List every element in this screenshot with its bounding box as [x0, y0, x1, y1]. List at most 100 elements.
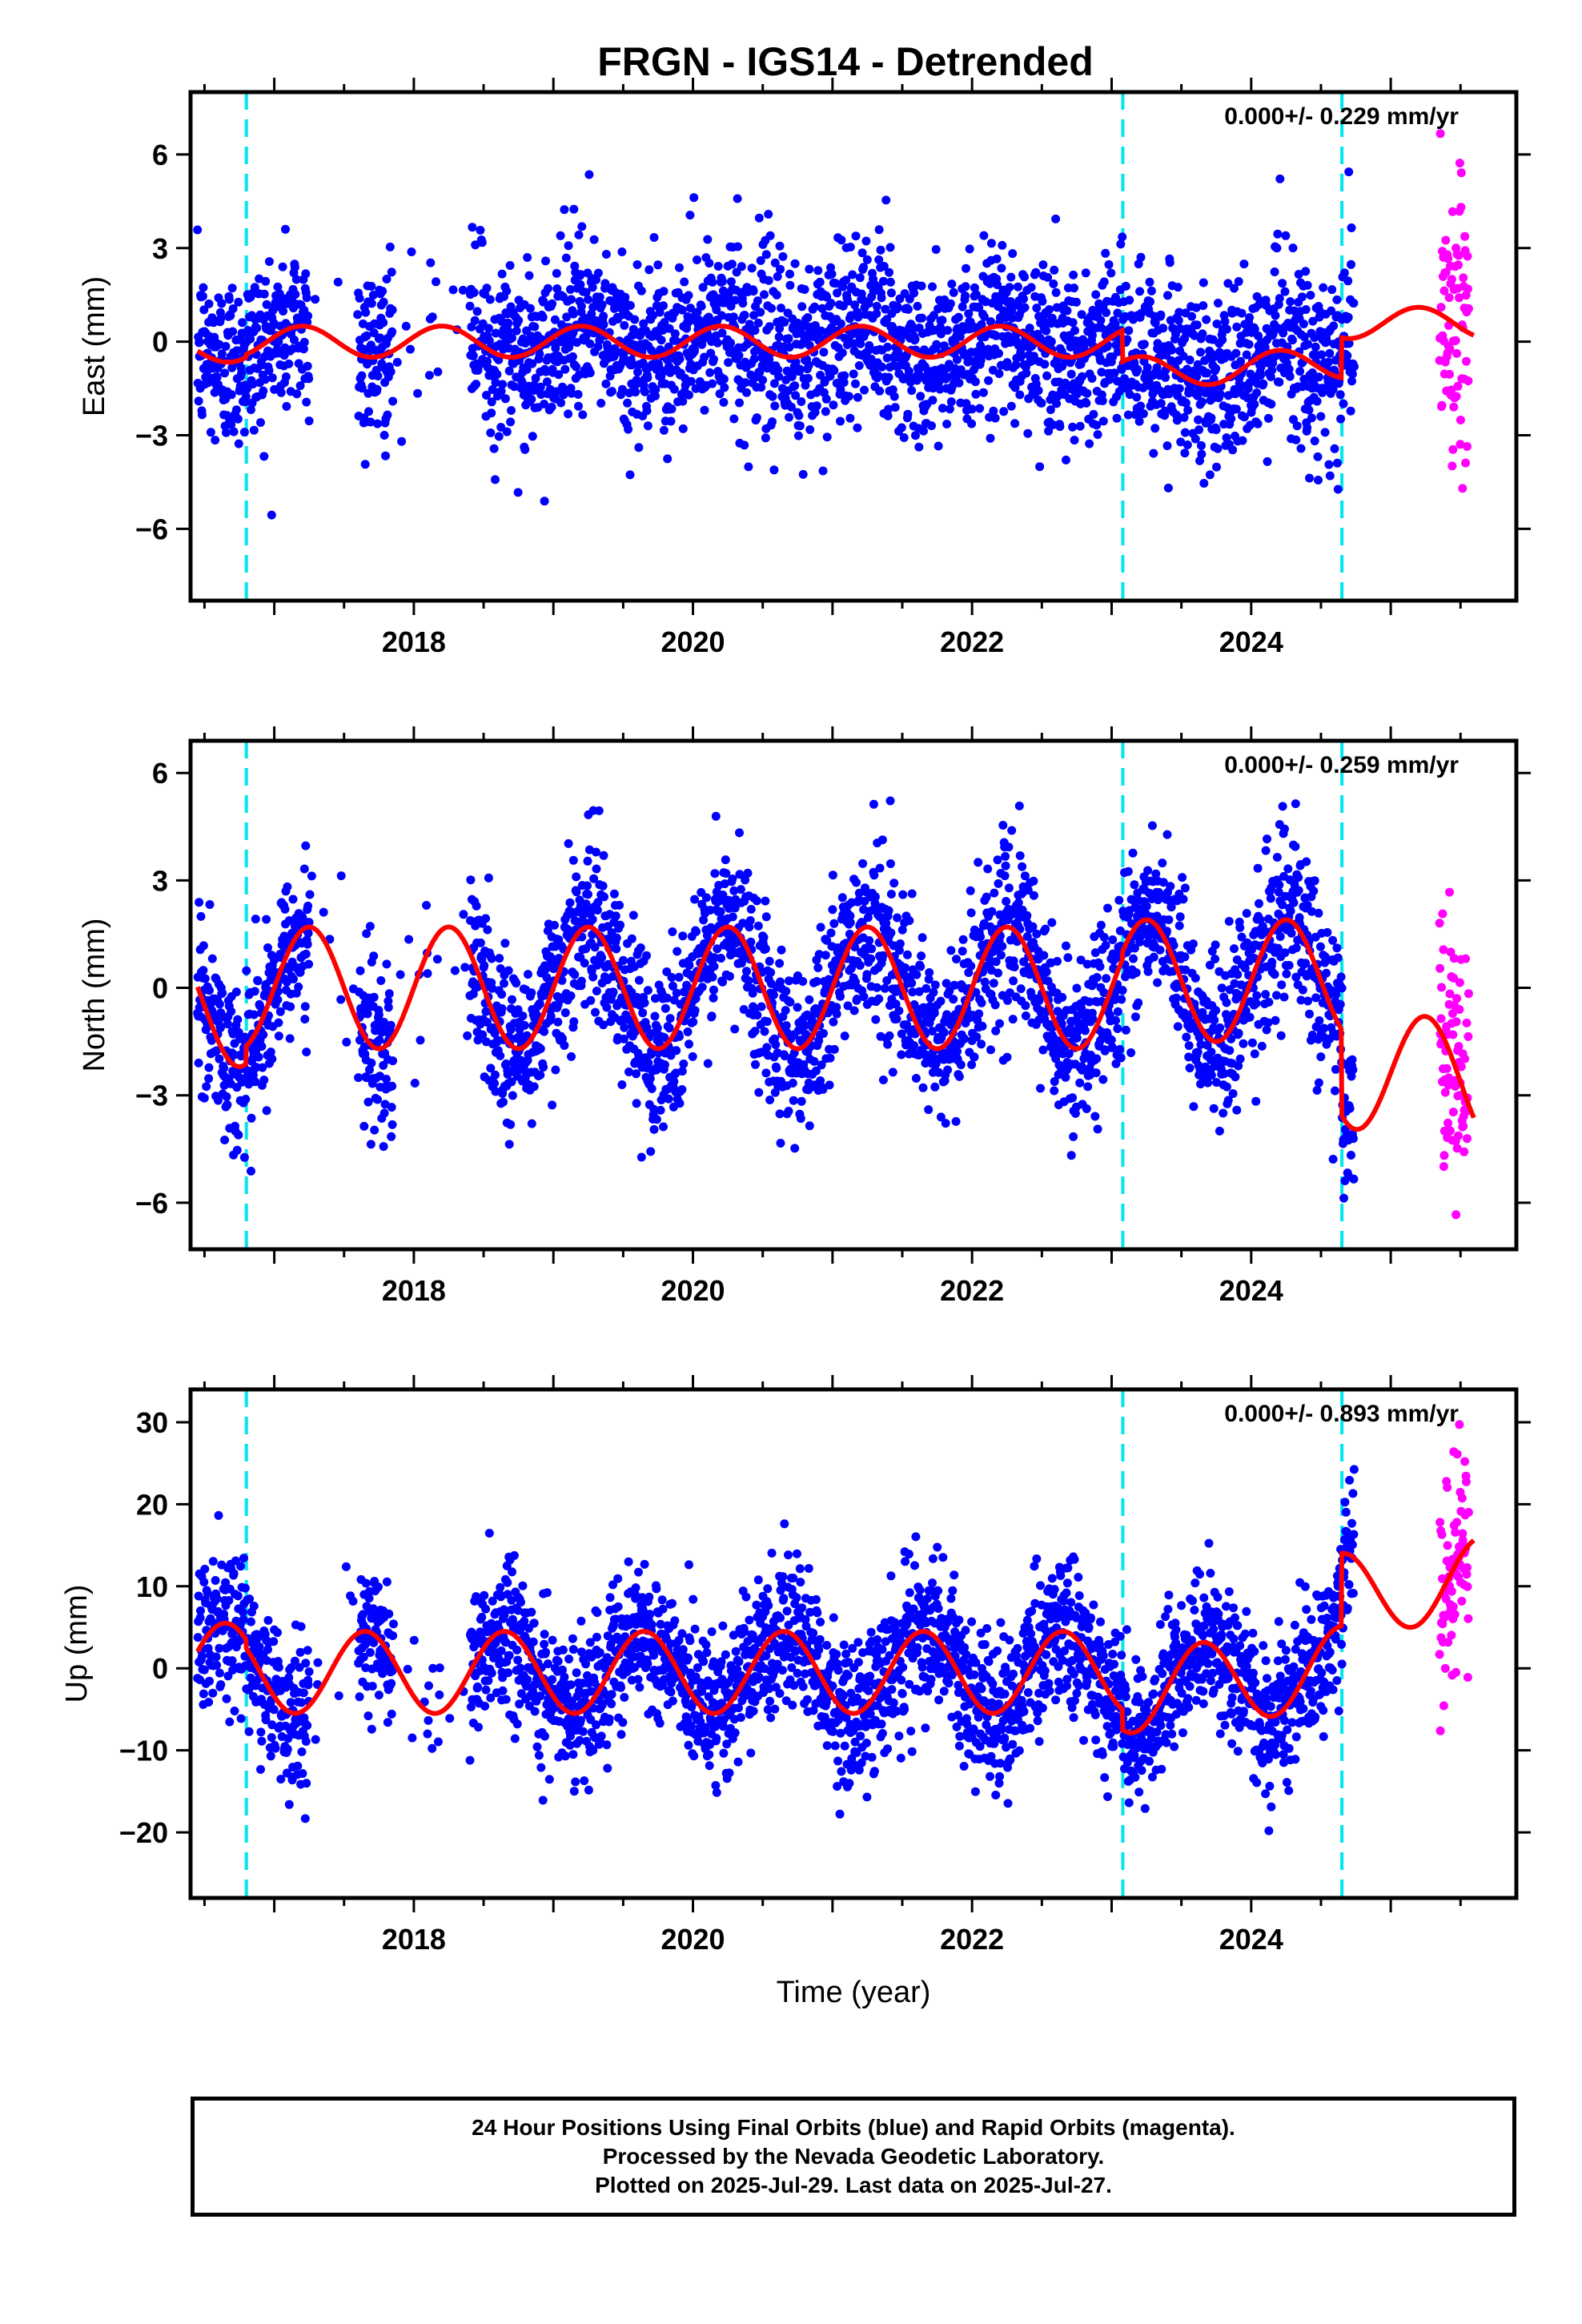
final-point [367, 282, 376, 291]
final-point [805, 340, 814, 350]
final-point [601, 379, 611, 388]
final-point [1013, 282, 1022, 292]
final-point [1199, 479, 1209, 488]
rapid-point [1449, 402, 1459, 412]
final-point [936, 323, 945, 332]
final-point [290, 263, 299, 272]
final-point [1303, 340, 1313, 349]
final-point [1068, 318, 1078, 328]
final-point [354, 1073, 363, 1083]
final-point [941, 1119, 950, 1128]
final-point [1172, 416, 1182, 425]
final-point [728, 875, 737, 883]
final-point [376, 976, 386, 985]
final-point [598, 881, 608, 891]
final-point [239, 1152, 249, 1162]
final-point [954, 312, 963, 322]
final-point [983, 864, 993, 874]
final-point [600, 279, 610, 288]
final-point [1165, 258, 1174, 267]
final-point [866, 354, 876, 364]
rapid-point [1448, 444, 1458, 454]
final-point [936, 996, 946, 1006]
final-point [785, 343, 794, 352]
final-point [460, 963, 470, 972]
final-point [1046, 405, 1055, 415]
final-point [1124, 326, 1134, 336]
final-point [303, 901, 313, 911]
final-point [363, 388, 373, 398]
final-point [772, 1063, 781, 1073]
final-point [299, 337, 309, 347]
final-point [379, 318, 388, 328]
final-point [942, 420, 952, 428]
final-point [486, 428, 496, 437]
final-point [1343, 312, 1353, 322]
final-point [281, 372, 291, 381]
final-point [689, 1017, 698, 1027]
final-point [882, 976, 892, 985]
final-point [246, 334, 255, 344]
final-point [539, 1063, 548, 1072]
final-point [355, 293, 364, 303]
final-point [227, 1007, 236, 1016]
final-point [1009, 976, 1018, 986]
final-point [869, 870, 879, 880]
final-point [227, 420, 236, 429]
final-point [304, 374, 314, 384]
rapid-point [1456, 416, 1465, 424]
final-point [885, 277, 895, 287]
final-point [817, 326, 826, 336]
final-point [599, 850, 608, 860]
final-point [765, 322, 774, 332]
final-point [1005, 283, 1014, 292]
final-point [359, 1121, 369, 1131]
final-point [708, 277, 717, 287]
final-point [304, 416, 314, 426]
final-point [788, 1079, 797, 1088]
final-point [501, 1059, 511, 1068]
final-point [726, 277, 736, 287]
final-point [740, 311, 749, 320]
final-point [494, 432, 504, 441]
final-point [825, 1053, 835, 1063]
final-point [388, 396, 398, 406]
final-point [592, 275, 600, 284]
final-point [1253, 419, 1263, 428]
final-point [1255, 371, 1265, 380]
final-point [990, 888, 999, 898]
final-point [274, 1031, 283, 1041]
final-point [362, 331, 371, 340]
plot-area [193, 741, 1476, 1249]
final-point [873, 371, 883, 380]
final-point [970, 377, 980, 387]
rapid-point [1458, 484, 1468, 493]
final-point [872, 983, 881, 992]
rapid-point [1452, 348, 1462, 358]
final-point [885, 859, 895, 868]
final-point [387, 327, 397, 336]
final-point [1108, 935, 1118, 944]
final-point [733, 194, 742, 203]
final-point [1048, 420, 1058, 429]
final-point [753, 1011, 762, 1020]
final-point [597, 300, 607, 309]
final-point [805, 1121, 814, 1131]
final-point [776, 1139, 785, 1148]
final-point [886, 288, 896, 298]
final-point [849, 369, 858, 379]
final-point [1305, 473, 1314, 483]
final-point [1006, 272, 1016, 282]
y-axis-label: East (mm) [78, 276, 111, 416]
final-point [379, 1108, 389, 1118]
final-point [536, 1070, 545, 1080]
final-point [721, 855, 730, 865]
final-point [576, 976, 586, 986]
final-point [781, 987, 791, 996]
final-point [997, 263, 1006, 273]
final-point [589, 874, 599, 883]
final-point [290, 336, 299, 344]
final-point [690, 1006, 700, 1015]
final-point [1021, 1011, 1030, 1020]
final-point [1347, 259, 1355, 269]
